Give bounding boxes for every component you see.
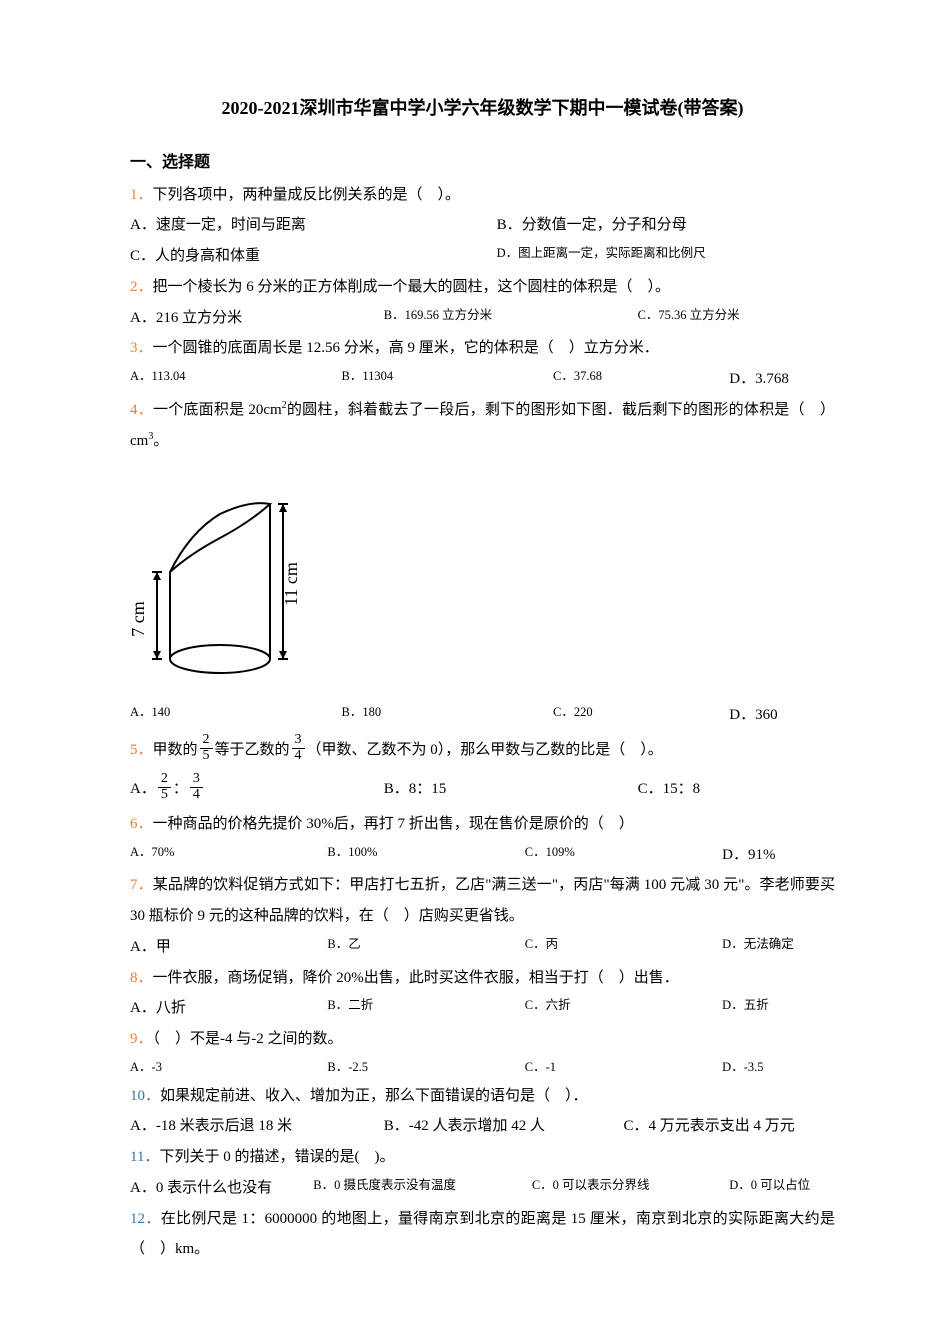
opt-c: C．4 万元表示支出 4 万元 <box>623 1111 835 1142</box>
q6-options: A．70% B．100% C．109% D．91% <box>130 840 835 871</box>
opt-d: D．0 可以占位 <box>729 1173 835 1204</box>
opt-a: A．0 表示什么也没有 <box>130 1173 313 1204</box>
opt-d: D．-3.5 <box>722 1055 835 1081</box>
opt-c: C．75.36 立方分米 <box>638 303 835 334</box>
opt-a: A．70% <box>130 840 327 871</box>
opt-d: D．五折 <box>722 993 835 1024</box>
opt-b: B．-2.5 <box>327 1055 524 1081</box>
opt-d: D．360 <box>729 700 835 731</box>
q8-options: A．八折 B．二折 C．六折 D．五折 <box>130 993 835 1024</box>
cylinder-figure: 7 cm 11 cm <box>130 464 835 696</box>
t1: 甲数的 <box>153 742 198 758</box>
opt-b: B．二折 <box>327 993 524 1024</box>
opt-d: D．无法确定 <box>722 932 835 963</box>
opt-d: D．3.768 <box>729 364 835 395</box>
question-5: 5．甲数的25等于乙数的34（甲数、乙数不为 0），那么甲数与乙数的比是（ ）。 <box>130 731 835 770</box>
opt-b: B．分数值一定，分子和分母 <box>497 210 835 241</box>
question-3: 3．一个圆锥的底面周长是 12.56 分米，高 9 厘米，它的体积是（ ）立方分… <box>130 333 835 364</box>
question-11: 11．下列关于 0 的描述，错误的是( )。 <box>130 1142 835 1173</box>
q1-options-2: C．人的身高和体重 D．图上距离一定，实际距离和比例尺 <box>130 241 835 272</box>
qtext: 下列关于 0 的描述，错误的是( )。 <box>159 1149 394 1165</box>
question-7: 7．某品牌的饮料促销方式如下：甲店打七五折，乙店"满三送一"，丙店"每满 100… <box>130 870 835 932</box>
opt-c: C．0 可以表示分界线 <box>532 1173 729 1204</box>
question-6: 6．一种商品的价格先提价 30%后，再打 7 折出售，现在售价是原价的（ ） <box>130 809 835 840</box>
opt-a: A．113.04 <box>130 364 342 395</box>
question-10: 10．如果规定前进、收入、增加为正，那么下面错误的语句是（ ）． <box>130 1081 835 1112</box>
q3-options: A．113.04 B．11304 C．37.68 D．3.768 <box>130 364 835 395</box>
opt-a: A．-18 米表示后退 18 米 <box>130 1111 384 1142</box>
opt-a: A．甲 <box>130 932 327 963</box>
opt-b: B．169.56 立方分米 <box>384 303 638 334</box>
opt-b: B．180 <box>342 700 554 731</box>
opt-b: B．0 摄氏度表示没有温度 <box>313 1173 532 1204</box>
opt-c: C．-1 <box>525 1055 722 1081</box>
question-4: 4．一个底面积是 20cm2的圆柱，斜着截去了一段后，剩下的图形如下图．截后剩下… <box>130 395 835 457</box>
qtext: 如果规定前进、收入、增加为正，那么下面错误的语句是（ ）． <box>160 1088 588 1104</box>
qnum: 3． <box>130 340 153 356</box>
qnum: 10． <box>130 1088 160 1104</box>
q4-options: A．140 B．180 C．220 D．360 <box>130 700 835 731</box>
question-9: 9．（ ）不是-4 与-2 之间的数。 <box>130 1024 835 1055</box>
opt-c: C．丙 <box>525 932 722 963</box>
qtext: 一种商品的价格先提价 30%后，再打 7 折出售，现在售价是原价的（ ） <box>153 816 634 832</box>
q11-options: A．0 表示什么也没有 B．0 摄氏度表示没有温度 C．0 可以表示分界线 D．… <box>130 1173 835 1204</box>
qnum: 8． <box>130 970 153 986</box>
opt-b: B．100% <box>327 840 524 871</box>
opt-a: A．25：34 <box>130 770 384 809</box>
qtext: 一件衣服，商场促销，降价 20%出售，此时买这件衣服，相当于打（ ）出售． <box>153 970 679 986</box>
page-title: 2020-2021深圳市华富中学小学六年级数学下期中一模试卷(带答案) <box>130 90 835 127</box>
qtext: 把一个棱长为 6 分米的正方体削成一个最大的圆柱，这个圆柱的体积是（ ）。 <box>153 279 671 295</box>
qnum: 11． <box>130 1149 159 1165</box>
opt-a: A．140 <box>130 700 342 731</box>
qnum: 7． <box>130 877 153 893</box>
q9-options: A．-3 B．-2.5 C．-1 D．-3.5 <box>130 1055 835 1081</box>
opt-c: C．37.68 <box>553 364 729 395</box>
opt-b: B．乙 <box>327 932 524 963</box>
q7-options: A．甲 B．乙 C．丙 D．无法确定 <box>130 932 835 963</box>
q5-options: A．25：34 B．8：15 C．15：8 <box>130 770 835 809</box>
section-heading: 一、选择题 <box>130 147 835 180</box>
qtext-a: 一个底面积是 20cm <box>153 402 282 418</box>
qtext: 下列各项中，两种量成反比例关系的是（ ）。 <box>153 187 461 203</box>
opt-d: D．图上距离一定，实际距离和比例尺 <box>497 241 835 272</box>
dim-right: 11 cm <box>281 563 300 607</box>
frac-3-4: 34 <box>292 733 305 763</box>
t2: 等于乙数的 <box>215 742 290 758</box>
q2-options: A．216 立方分米 B．169.56 立方分米 C．75.36 立方分米 <box>130 303 835 334</box>
qnum: 5． <box>130 742 153 758</box>
opt-c: C．220 <box>553 700 729 731</box>
dim-left: 7 cm <box>130 602 148 638</box>
opt-c: C．15：8 <box>638 770 835 809</box>
qnum: 12． <box>130 1211 161 1227</box>
qtext: 在比例尺是 1：6000000 的地图上，量得南京到北京的距离是 15 厘米，南… <box>130 1211 835 1258</box>
qtext: 某品牌的饮料促销方式如下：甲店打七五折，乙店"满三送一"，丙店"每满 100 元… <box>130 877 835 924</box>
q1-options: A．速度一定，时间与距离 B．分数值一定，分子和分母 <box>130 210 835 241</box>
opt-b: B．11304 <box>342 364 554 395</box>
opt-a: A．216 立方分米 <box>130 303 384 334</box>
q10-options: A．-18 米表示后退 18 米 B．-42 人表示增加 42 人 C．4 万元… <box>130 1111 835 1142</box>
qnum: 6． <box>130 816 153 832</box>
qnum: 9． <box>130 1031 153 1047</box>
question-8: 8．一件衣服，商场促销，降价 20%出售，此时买这件衣服，相当于打（ ）出售． <box>130 963 835 994</box>
qtext: （ ）不是-4 与-2 之间的数。 <box>153 1031 343 1047</box>
opt-b: B．8：15 <box>384 770 638 809</box>
question-12: 12．在比例尺是 1：6000000 的地图上，量得南京到北京的距离是 15 厘… <box>130 1204 835 1266</box>
frac-2-5: 25 <box>200 733 213 763</box>
qnum: 2． <box>130 279 153 295</box>
opt-c: C．六折 <box>525 993 722 1024</box>
opt-c: C．109% <box>525 840 722 871</box>
opt-d: D．91% <box>722 840 835 871</box>
opt-a: A．-3 <box>130 1055 327 1081</box>
qtext-c: 。 <box>153 433 168 449</box>
opt-c: C．人的身高和体重 <box>130 241 497 272</box>
opt-a: A．速度一定，时间与距离 <box>130 210 497 241</box>
question-2: 2．把一个棱长为 6 分米的正方体削成一个最大的圆柱，这个圆柱的体积是（ ）。 <box>130 272 835 303</box>
opt-b: B．-42 人表示增加 42 人 <box>384 1111 624 1142</box>
opt-a: A．八折 <box>130 993 327 1024</box>
qnum: 4． <box>130 402 153 418</box>
question-1: 1．下列各项中，两种量成反比例关系的是（ ）。 <box>130 180 835 211</box>
t3: （甲数、乙数不为 0），那么甲数与乙数的比是（ ）。 <box>307 742 663 758</box>
qtext: 一个圆锥的底面周长是 12.56 分米，高 9 厘米，它的体积是（ ）立方分米． <box>153 340 659 356</box>
qnum: 1． <box>130 187 153 203</box>
